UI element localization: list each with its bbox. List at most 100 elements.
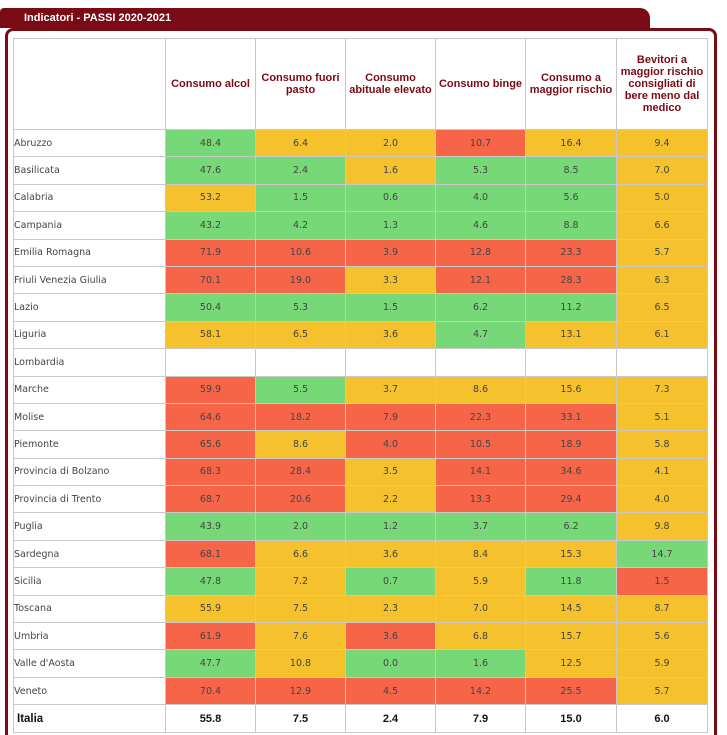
value-cell: 9.4 [616,128,708,158]
value-cell: 70.1 [165,265,256,295]
value-cell: 6.4 [255,128,346,158]
panel-frame [5,28,717,735]
value-cell: 5.1 [616,402,708,432]
value-cell: 7.6 [255,622,346,651]
value-cell: 0.7 [345,567,436,596]
value-cell: 1.5 [345,293,436,322]
value-cell: 6.6 [255,539,346,569]
header-cell-consumo-binge: Consumo binge [435,38,526,130]
value-cell: 2.2 [345,485,436,514]
table-row: Emilia Romagna 71.9 10.6 3.9 12.8 23.3 5.7 [13,238,708,267]
value-cell: 1.6 [345,156,436,185]
value-cell: 12.1 [435,265,526,295]
value-cell: 47.6 [165,156,256,185]
table-row: Puglia 43.9 2.0 1.2 3.7 6.2 9.8 [13,512,708,541]
table-row: Umbria 61.9 7.6 3.6 6.8 15.7 5.6 [13,622,708,651]
value-cell: 4.0 [616,485,708,514]
region-name: Lazio [13,293,166,322]
value-cell: 1.6 [435,649,526,678]
value-cell: 6.6 [616,211,708,240]
value-cell: 7.0 [616,156,708,185]
region-name: Marche [13,375,166,404]
value-cell: 68.7 [165,485,256,514]
value-cell: 23.3 [525,238,617,267]
region-name: Provincia di Bolzano [13,457,166,487]
value-cell: 4.0 [345,430,436,459]
value-cell [345,348,436,377]
table-row: Lombardia [13,348,708,377]
value-cell: 9.8 [616,512,708,541]
value-cell [255,348,346,377]
value-cell: 5.0 [616,183,708,213]
value-cell: 6.1 [616,320,708,350]
value-cell: 15.7 [525,622,617,651]
value-cell: 6.2 [435,293,526,322]
value-cell: 5.9 [435,567,526,596]
value-cell: 3.6 [345,622,436,651]
value-cell: 2.0 [345,128,436,158]
value-cell [525,348,617,377]
table-body: Abruzzo 48.4 6.4 2.0 10.7 16.4 9.4 Basilicata 47… [13,128,708,706]
table-row: Friuli Venezia Giulia 70.1 19.0 3.3 12.1 28.3… [13,265,708,295]
value-cell: 33.1 [525,402,617,432]
value-cell: 8.7 [616,594,708,624]
value-cell: 18.9 [525,430,617,459]
value-cell: 8.8 [525,211,617,240]
value-cell: 2.4 [255,156,346,185]
value-cell: 65.6 [165,430,256,459]
value-cell: 10.6 [255,238,346,267]
value-cell: 47.7 [165,649,256,678]
value-cell: 6.2 [525,512,617,541]
value-cell: 64.6 [165,402,256,432]
table-row: Calabria 53.2 1.5 0.6 4.0 5.6 5.0 [13,183,708,213]
total-region-name: Italia [13,704,166,734]
total-cell: 7.5 [255,704,346,734]
value-cell: 53.2 [165,183,256,213]
header-row: Consumo alcol Consumo fuori pasto Consum… [13,38,708,130]
region-name: Valle d'Aosta [13,649,166,678]
value-cell: 48.4 [165,128,256,158]
value-cell: 11.2 [525,293,617,322]
value-cell: 2.3 [345,594,436,624]
panel-title: Indicatori - PASSI 2020-2021 [24,12,172,24]
value-cell: 12.5 [525,649,617,678]
value-cell: 29.4 [525,485,617,514]
table-row: Lazio 50.4 5.3 1.5 6.2 11.2 6.5 [13,293,708,322]
header-cell-consumo-alcol: Consumo alcol [165,38,256,130]
value-cell: 2.0 [255,512,346,541]
value-cell: 8.6 [435,375,526,404]
value-cell: 5.3 [255,293,346,322]
value-cell: 55.9 [165,594,256,624]
value-cell: 6.5 [255,320,346,350]
value-cell: 12.8 [435,238,526,267]
value-cell: 58.1 [165,320,256,350]
value-cell: 3.6 [345,320,436,350]
region-name: Lombardia [13,348,166,377]
value-cell: 5.5 [255,375,346,404]
value-cell: 28.4 [255,457,346,487]
value-cell: 8.5 [525,156,617,185]
region-name: Basilicata [13,156,166,185]
region-name: Emilia Romagna [13,238,166,267]
value-cell: 5.7 [616,238,708,267]
value-cell: 22.3 [435,402,526,432]
value-cell: 3.7 [435,512,526,541]
region-name: Piemonte [13,430,166,459]
value-cell: 18.2 [255,402,346,432]
value-cell: 5.9 [616,649,708,678]
total-cell: 7.9 [435,704,526,734]
value-cell: 14.5 [525,594,617,624]
value-cell: 0.0 [345,649,436,678]
value-cell: 15.6 [525,375,617,404]
value-cell [165,348,256,377]
region-name: Campania [13,211,166,240]
region-name: Abruzzo [13,128,166,158]
value-cell: 7.0 [435,594,526,624]
region-name: Provincia di Trento [13,485,166,514]
value-cell: 7.2 [255,567,346,596]
header-cell-bevitori-consigliati: Bevitori a maggior rischio consigliati d… [616,38,708,130]
value-cell: 7.3 [616,375,708,404]
value-cell: 7.5 [255,594,346,624]
value-cell: 68.3 [165,457,256,487]
value-cell: 13.3 [435,485,526,514]
